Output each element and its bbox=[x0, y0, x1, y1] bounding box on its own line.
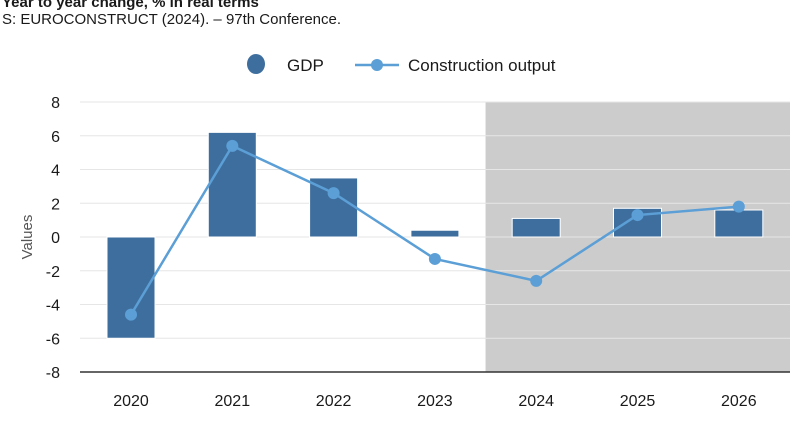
legend-gdp-label[interactable]: GDP bbox=[287, 56, 324, 75]
x-tick-label: 2025 bbox=[620, 393, 656, 410]
x-tick-label: 2021 bbox=[215, 393, 251, 410]
x-tick-label: 2026 bbox=[721, 393, 757, 410]
construction-output-point[interactable] bbox=[125, 308, 137, 321]
gdp-bar[interactable] bbox=[207, 131, 257, 238]
gdp-bar[interactable] bbox=[410, 229, 460, 238]
y-tick-label: -6 bbox=[46, 331, 60, 348]
construction-output-point[interactable] bbox=[428, 252, 441, 265]
gdp-bar[interactable] bbox=[511, 217, 561, 238]
y-tick-label: 6 bbox=[51, 129, 60, 146]
construction-output-point[interactable] bbox=[732, 200, 745, 213]
x-tick-label: 2023 bbox=[417, 393, 453, 410]
construction-output-point[interactable] bbox=[226, 139, 239, 152]
construction-output-point[interactable] bbox=[530, 274, 543, 287]
gridlines bbox=[80, 101, 790, 339]
y-tick-label: 8 bbox=[51, 95, 60, 112]
y-axis-ticks: 8 6 4 2 0 -2 -4 -6 -8 bbox=[46, 95, 60, 382]
chart-source: S: EUROCONSTRUCT (2024). – 97th Conferen… bbox=[2, 11, 342, 28]
y-axis-label: Values bbox=[19, 215, 36, 260]
y-tick-label: -4 bbox=[46, 298, 60, 315]
x-tick-label: 2022 bbox=[316, 393, 352, 410]
gdp-bar[interactable] bbox=[714, 209, 764, 238]
legend-gdp-icon bbox=[247, 54, 265, 74]
chart-title: Year to year change, % in real terms bbox=[2, 0, 259, 11]
legend-construction-dot-icon bbox=[371, 59, 383, 71]
x-tick-label: 2020 bbox=[113, 393, 149, 410]
y-tick-label: 4 bbox=[51, 163, 60, 180]
construction-output-point[interactable] bbox=[327, 187, 340, 200]
y-tick-label: 2 bbox=[51, 196, 60, 213]
y-tick-label: -2 bbox=[46, 264, 60, 281]
x-tick-label: 2024 bbox=[518, 393, 554, 410]
gdp-bar[interactable] bbox=[309, 177, 359, 238]
legend[interactable]: GDP Construction output bbox=[247, 54, 556, 75]
y-tick-label: -8 bbox=[46, 365, 60, 382]
x-axis-ticks: 2020 2021 2022 2023 2024 2025 2026 bbox=[113, 393, 756, 410]
construction-output-points bbox=[125, 139, 745, 321]
legend-construction-label[interactable]: Construction output bbox=[408, 56, 556, 75]
construction-output-point[interactable] bbox=[631, 209, 644, 222]
y-tick-label: 0 bbox=[51, 230, 60, 247]
